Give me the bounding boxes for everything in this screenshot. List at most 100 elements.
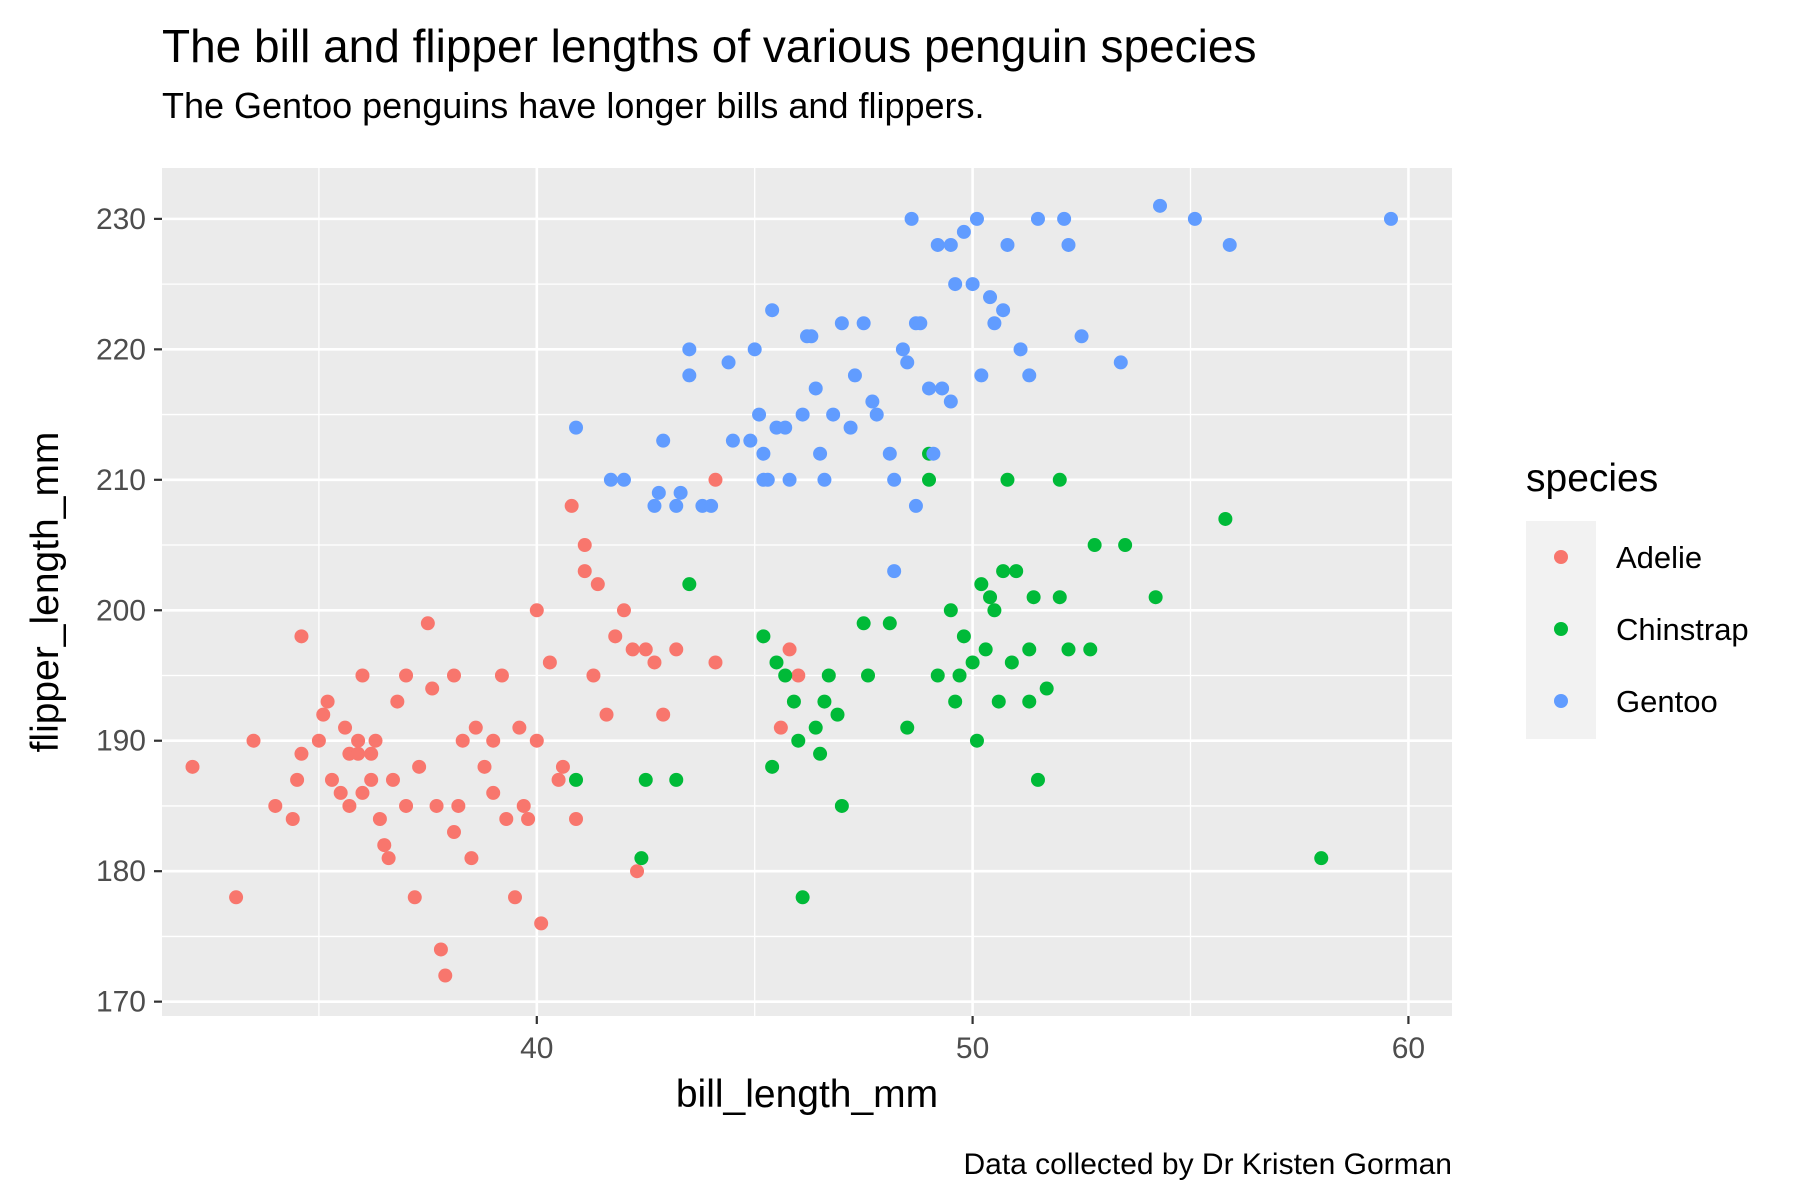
data-point: [721, 355, 736, 370]
data-point: [534, 916, 549, 931]
data-point: [425, 681, 440, 696]
data-point: [630, 864, 645, 879]
data-point: [882, 446, 897, 461]
data-point: [1314, 851, 1329, 866]
data-point: [760, 472, 775, 487]
data-point: [486, 785, 501, 800]
legend-label: Adelie: [1616, 540, 1702, 575]
data-point: [926, 446, 941, 461]
grid-minor: [162, 168, 1452, 1016]
data-point: [390, 694, 405, 709]
data-point: [569, 812, 584, 827]
y-tick-label: 200: [96, 594, 146, 627]
data-point: [1057, 211, 1072, 226]
y-tick-label: 190: [96, 725, 146, 758]
data-point: [765, 303, 780, 318]
data-point: [813, 746, 828, 761]
data-point: [930, 668, 945, 683]
data-point: [542, 655, 557, 670]
data-point: [791, 733, 806, 748]
data-point: [861, 668, 876, 683]
data-point: [847, 368, 862, 383]
data-point: [586, 668, 601, 683]
x-tick-label: 50: [956, 1032, 989, 1065]
data-point: [468, 720, 483, 735]
data-point: [1009, 564, 1024, 579]
data-point: [1218, 511, 1233, 526]
data-point: [351, 746, 366, 761]
data-point: [974, 577, 989, 592]
data-point: [1004, 655, 1019, 670]
data-point: [372, 812, 387, 827]
data-point: [843, 420, 858, 435]
data-point: [638, 642, 653, 657]
y-tick-label: 230: [96, 203, 146, 236]
data-point: [351, 733, 366, 748]
data-point: [882, 616, 897, 631]
data-point: [1061, 642, 1076, 657]
data-point: [821, 668, 836, 683]
data-point: [486, 733, 501, 748]
data-point: [399, 668, 414, 683]
data-point: [965, 655, 980, 670]
data-point: [355, 785, 370, 800]
data-point: [555, 759, 570, 774]
data-point: [1022, 694, 1037, 709]
data-point: [817, 694, 832, 709]
data-point: [564, 498, 579, 513]
data-point: [342, 798, 357, 813]
data-point: [1000, 237, 1015, 252]
data-point: [943, 237, 958, 252]
data-point: [1026, 590, 1041, 605]
data-point: [708, 655, 723, 670]
data-point: [747, 342, 762, 357]
data-point: [765, 759, 780, 774]
x-axis: 40 50 60: [520, 1016, 1425, 1065]
data-point: [377, 838, 392, 853]
data-point: [477, 759, 492, 774]
data-point: [948, 694, 963, 709]
data-point: [922, 472, 937, 487]
data-point: [752, 407, 767, 422]
data-point: [930, 237, 945, 252]
grid-major: [162, 168, 1452, 1016]
data-point: [935, 381, 950, 396]
data-point: [1187, 211, 1202, 226]
data-point: [338, 720, 353, 735]
data-point: [996, 564, 1011, 579]
data-point: [464, 851, 479, 866]
data-point: [590, 577, 605, 592]
data-point: [1013, 342, 1028, 357]
data-point: [1030, 211, 1045, 226]
data-point: [956, 629, 971, 644]
data-point: [569, 772, 584, 787]
data-point: [529, 603, 544, 618]
data-point: [656, 433, 671, 448]
data-point: [455, 733, 470, 748]
data-point: [656, 707, 671, 722]
data-point: [865, 394, 880, 409]
legend-title: species: [1526, 457, 1658, 500]
data-point: [756, 629, 771, 644]
data-point: [983, 590, 998, 605]
data-point: [773, 720, 788, 735]
data-point: [651, 485, 666, 500]
data-point: [682, 368, 697, 383]
data-point: [294, 746, 309, 761]
data-point: [813, 446, 828, 461]
data-point: [943, 394, 958, 409]
data-point: [420, 616, 435, 631]
data-point: [1039, 681, 1054, 696]
data-point: [429, 798, 444, 813]
data-point: [355, 668, 370, 683]
data-point: [1148, 590, 1163, 605]
data-point: [991, 694, 1006, 709]
data-point: [433, 942, 448, 957]
data-point: [1113, 355, 1128, 370]
data-point: [285, 812, 300, 827]
legend-label: Chinstrap: [1616, 612, 1749, 647]
data-point: [830, 707, 845, 722]
data-point: [869, 407, 884, 422]
data-point: [311, 733, 326, 748]
